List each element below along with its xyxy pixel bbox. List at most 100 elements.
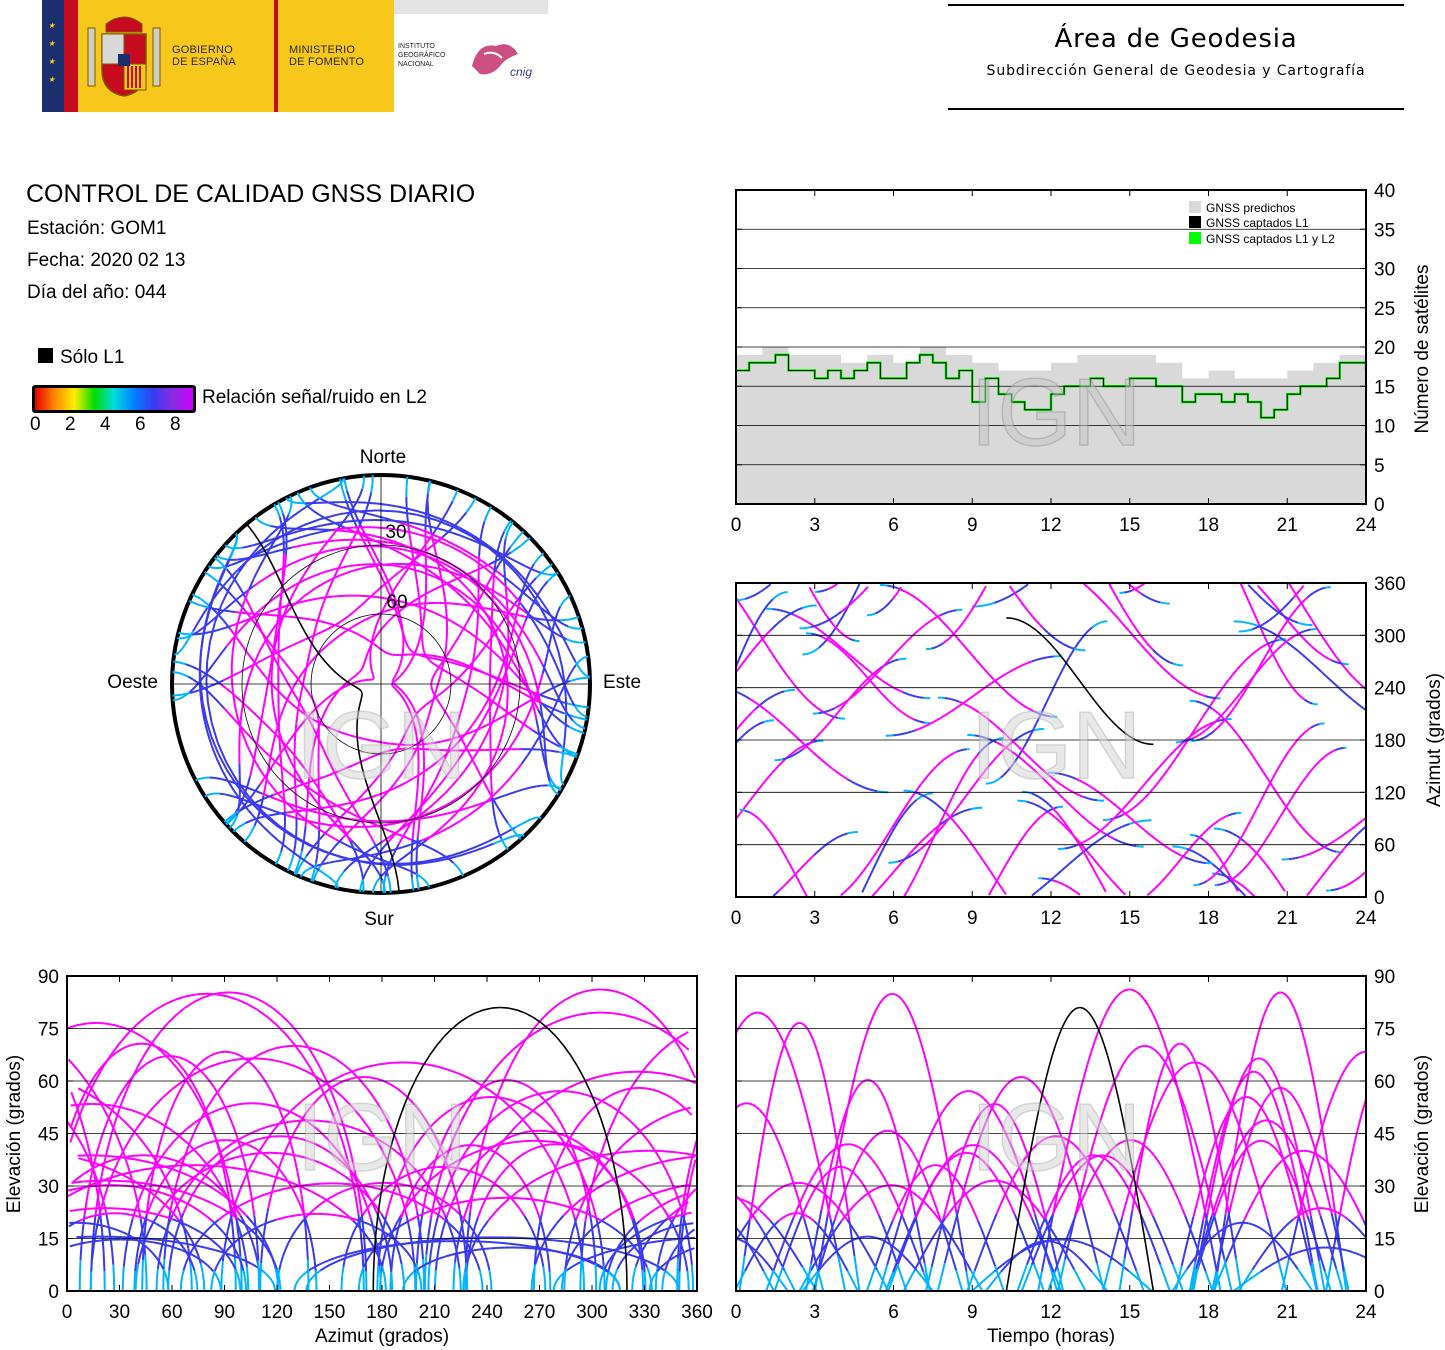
azimuth-track-segment [1332,681,1338,687]
skyplot-track-segment [443,771,451,780]
azimuth-track-segment [818,847,823,852]
azimuth-track-segment [886,874,892,881]
azimuth-track-segment [816,627,822,632]
azimuth-track-segment [843,634,848,639]
azimuth-track-segment [857,784,863,788]
skyplot-track-segment [321,528,335,533]
azimuth-track-segment [1198,701,1203,705]
skyplot-track-segment [478,590,485,601]
azimuth-track-segment [763,720,767,724]
azimuth-track-segment [865,861,871,868]
azimuth-track-segment [953,629,959,634]
skyplot-track-segment [401,630,405,636]
azimuth-track-segment [878,677,883,682]
azimuth-track-segment [1188,857,1193,861]
skyplot-track-segment [339,870,345,878]
azimuth-track-segment [1159,774,1165,781]
skyplot-track-segment [199,776,205,780]
azimuth-track-segment [904,856,909,861]
skyplot-track-segment [529,694,535,707]
skyplot-track-segment [477,840,489,848]
azimuth-track-segment [801,741,807,747]
skyplot-track-segment [461,603,473,607]
skyplot-track-segment [272,565,279,578]
azimuth-track-segment [838,630,843,635]
azimuth-track-segment [883,604,888,609]
azimuth-track-segment [1146,831,1152,837]
skyplot-track-segment [434,668,439,674]
skyplot-track-segment [429,704,433,711]
azimuth-track-segment [717,750,721,755]
skyplot-track-segment [355,853,360,861]
azimuth-track-segment [699,856,702,858]
skyplot-track-segment [477,541,486,547]
skyplot-track-segment [509,790,518,795]
azimuth-track-segment [1137,740,1142,743]
skyplot-track-segment [227,545,231,549]
azimuth-track-segment [752,593,756,597]
skyplot-track-segment [481,560,490,567]
azimuth-track-segment [978,711,984,716]
azimuth-track-segment [842,833,846,837]
azimuth-track-segment [1254,850,1260,856]
skyplot-track-segment [439,669,444,677]
skyplot-track-segment [566,673,572,680]
azimuth-track-segment [1026,800,1031,804]
azimuth-track-segment [1221,828,1226,832]
azimuth-track-segment [1244,594,1250,602]
header-rule-bottom [948,108,1404,110]
skyplot-track-segment [300,527,310,532]
azimuth-track-segment [1224,678,1230,686]
azimuth-track-segment [1344,883,1349,887]
skyplot-track-segment [505,596,509,606]
azimuth-track-segment [1334,660,1338,664]
azimuth-track-segment [893,650,898,656]
azimuth-track-segment [1126,590,1130,593]
skyplot-track-segment [465,504,473,514]
skyplot-track-segment [367,787,373,799]
azimuth-track-segment [994,754,1000,760]
elev-azimuth-track-segment [604,1093,613,1100]
skyplot-track-segment [235,784,249,800]
skyplot-track-segment [233,624,239,638]
doy-label: Día del año: 044 [27,282,167,303]
azimuth-track-segment [1263,653,1268,660]
skyplot-track-segment [570,699,576,707]
azimuth-track-segment [1128,617,1134,625]
azimuth-track-segment [1013,741,1019,747]
azimuth-track-segment [1107,819,1113,825]
azimuth-track-segment [737,654,742,662]
azimuth-track-segment [1058,772,1063,776]
skyplot-track-segment [350,839,359,849]
azimuth-track-segment [1083,631,1088,636]
azimuth-track-segment [900,732,905,736]
azimuth-track-segment [1038,795,1043,800]
skyplot-track-segment [513,584,522,591]
azimuth-track-segment [1201,855,1206,859]
skyplot-track-segment [583,714,588,718]
azimuth-track-segment [801,746,806,751]
azimuth-track-segment [1350,836,1356,842]
azimuth-track-segment [1230,812,1234,816]
azimuth-track-segment [1034,761,1039,767]
skyplot-track-segment [388,830,399,838]
skyplot-track-segment [470,732,477,741]
skyplot-track-segment [309,487,313,491]
azimuth-track-segment [946,610,951,614]
skyplot-track-segment [492,620,503,634]
skyplot-track-segment [538,586,544,594]
elev-azimuth-track-segment [111,1251,115,1265]
azimuth-track-segment [913,844,919,851]
azimuth-track-segment [982,860,988,867]
skyplot-track-segment [332,811,338,819]
skyplot-track-segment [427,654,436,658]
skyplot-track-segment [422,655,428,659]
azimuth-track-segment [1170,674,1176,680]
azimuth-track-segment [840,702,845,706]
azimuth-track-segment [1273,604,1279,610]
skyplot-track-segment [461,850,475,856]
azimuth-track-segment [1313,724,1317,728]
skyplot-track-segment [519,562,526,568]
azimuth-track-segment [1343,692,1349,697]
